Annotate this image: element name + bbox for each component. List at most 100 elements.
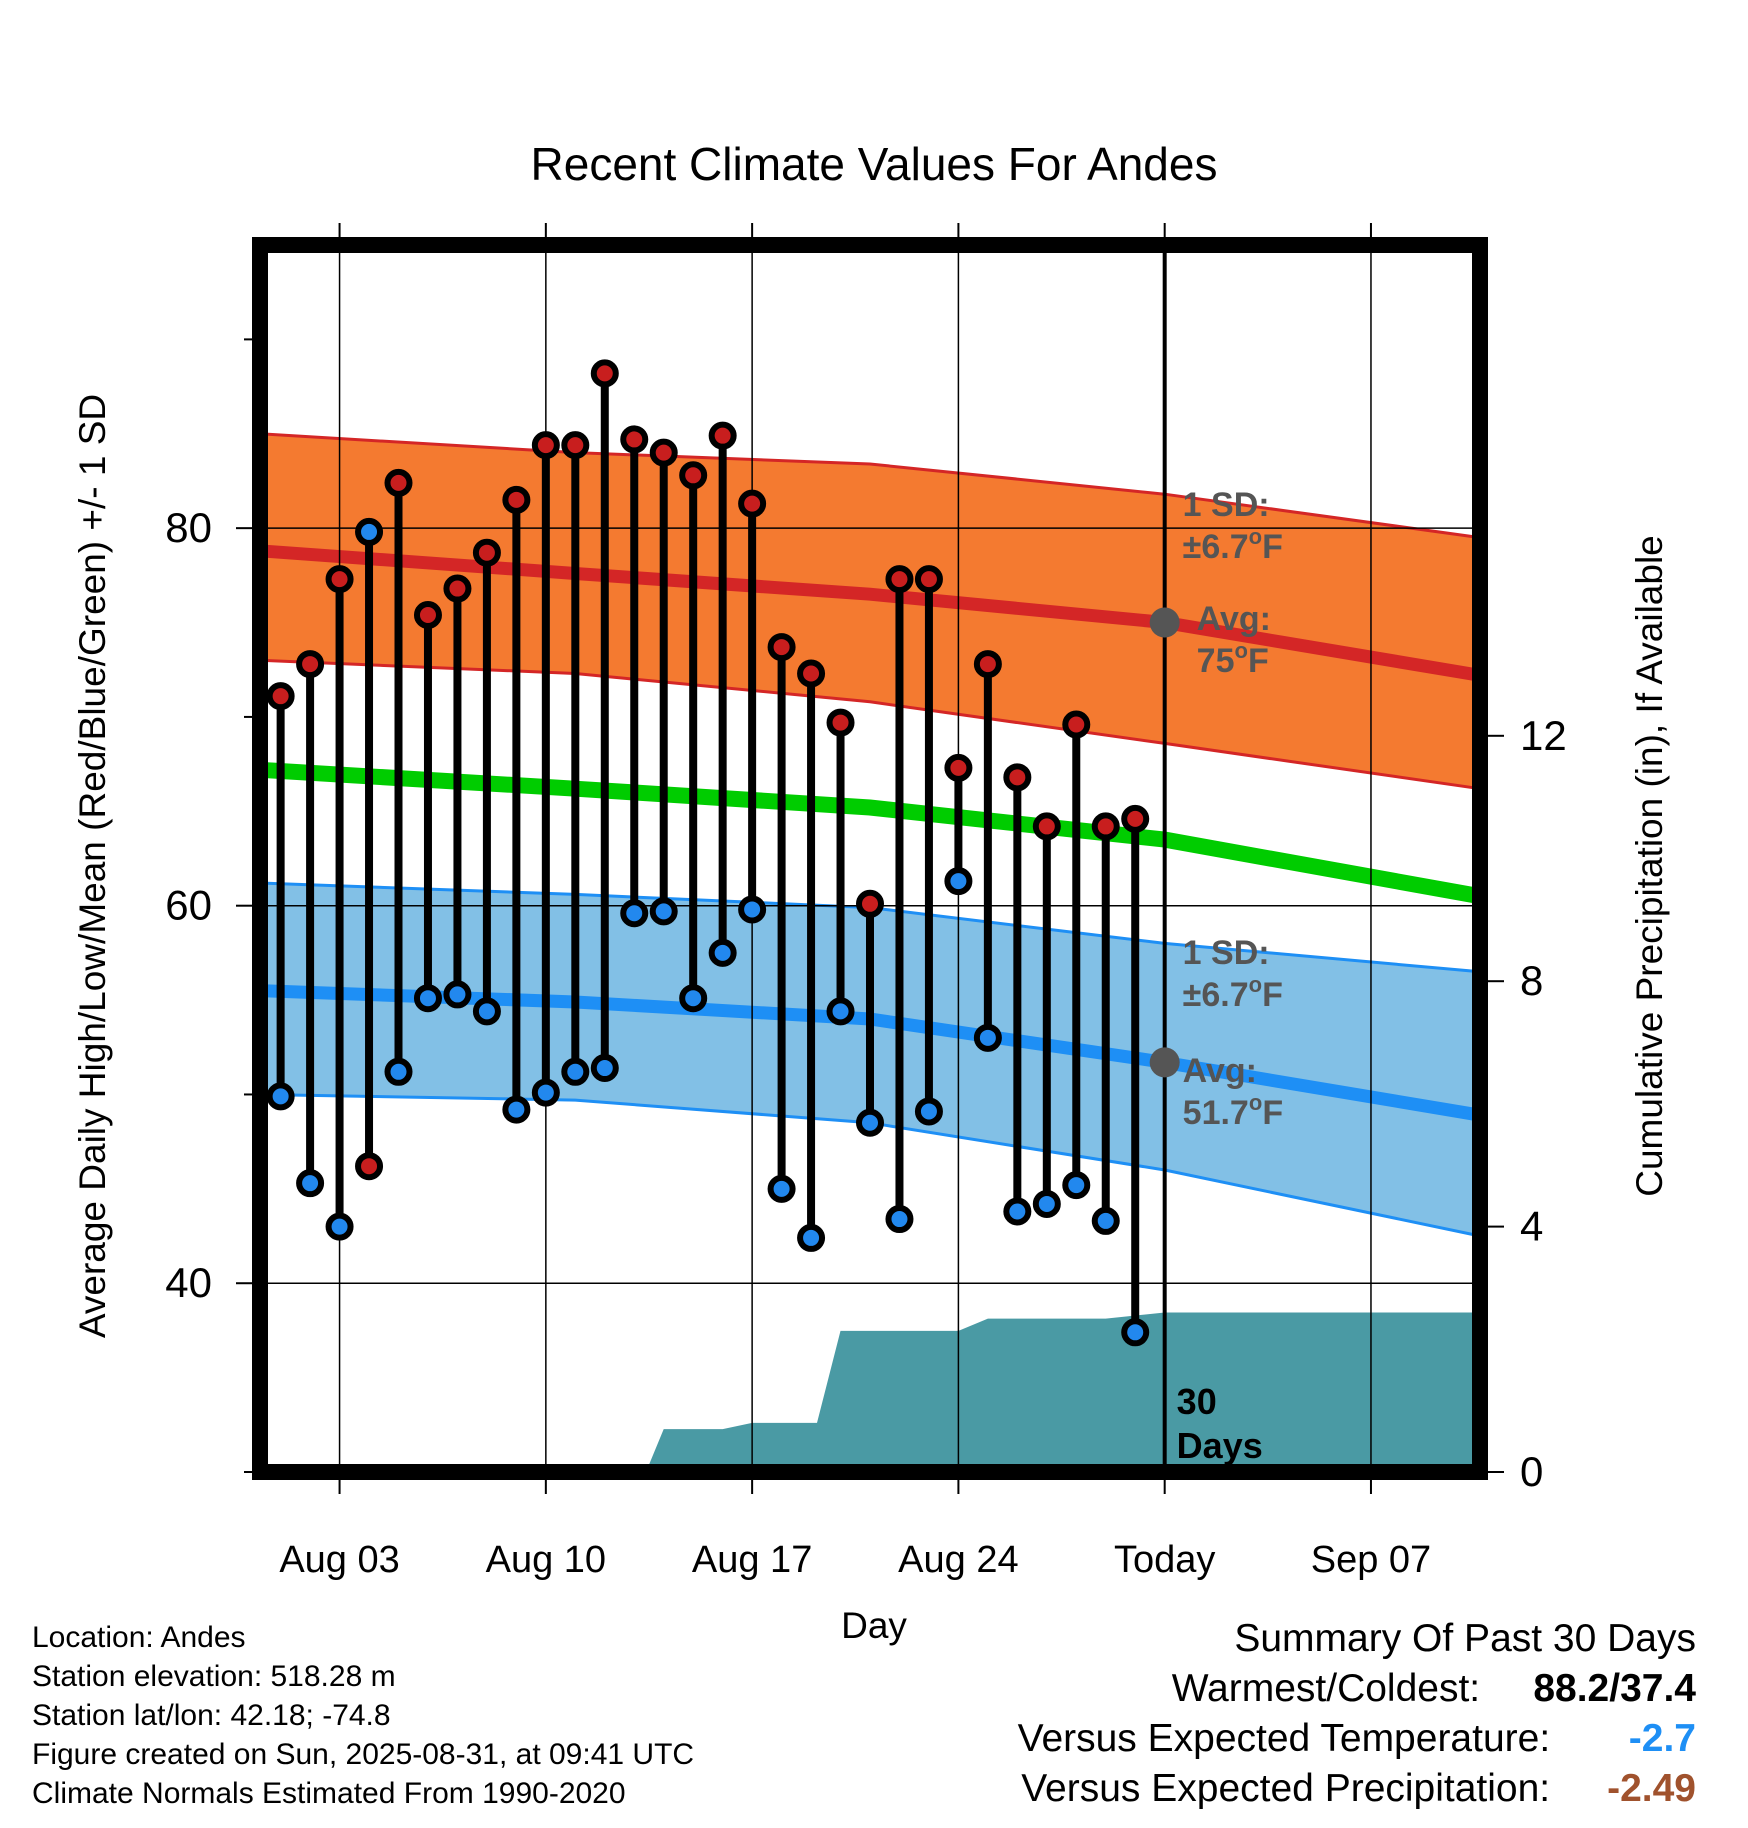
- daily-high-point: [502, 485, 531, 514]
- daily-high-point: [266, 682, 295, 711]
- low-avg-label: Avg:: [1183, 1052, 1257, 1090]
- daily-high-point: [797, 659, 826, 688]
- daily-low-point: [649, 897, 678, 926]
- y2-axis-label: Cumulative Precipitation (in), If Availa…: [1629, 535, 1670, 1197]
- daily-high-point: [1003, 763, 1032, 792]
- x-tick-label: Sep 07: [1311, 1539, 1431, 1581]
- chart-title: Recent Climate Values For Andes: [531, 138, 1218, 190]
- x-axis-label: Day: [841, 1605, 907, 1646]
- daily-high-point: [708, 421, 737, 450]
- temp-anomaly-value: -2.7: [1628, 1717, 1696, 1760]
- daily-low-point: [914, 1097, 943, 1126]
- x-tick-label: Aug 10: [486, 1539, 606, 1581]
- daily-high-point: [590, 359, 619, 388]
- high-avg-value: 75oF: [1197, 638, 1269, 680]
- daily-low-point: [325, 1212, 354, 1241]
- y-axis-label: Average Daily High/Low/Mean (Red/Blue/Gr…: [72, 394, 113, 1338]
- info-elevation: Station elevation: 518.28 m: [32, 1660, 396, 1693]
- daily-low-point: [443, 980, 472, 1009]
- daily-low-point: [472, 997, 501, 1026]
- daily-high-point: [826, 708, 855, 737]
- precipitation-area: [260, 1312, 1480, 1472]
- days-label-number: 30: [1177, 1381, 1217, 1422]
- daily-low-point: [531, 1078, 560, 1107]
- y2-tick-label: 4: [1520, 1203, 1543, 1250]
- daily-high-point: [1032, 812, 1061, 841]
- daily-low-point: [355, 517, 384, 546]
- daily-low-point: [1121, 1318, 1150, 1347]
- daily-high-point: [472, 538, 501, 567]
- low-sd-label: 1 SD:: [1183, 934, 1270, 972]
- station-info: Location: Andes Station elevation: 518.2…: [32, 1618, 694, 1813]
- daily-high-point: [973, 650, 1002, 679]
- y2-tick-label: 8: [1520, 957, 1543, 1004]
- daily-high-point: [914, 565, 943, 594]
- precip-label: Versus Expected Precipitation:: [1021, 1767, 1551, 1810]
- today-low-avg-marker: [1149, 1047, 1180, 1078]
- x-tick-label: Aug 17: [692, 1539, 812, 1581]
- daily-low-point: [826, 997, 855, 1026]
- info-created: Figure created on Sun, 2025-08-31, at 09…: [32, 1738, 695, 1771]
- daily-high-point: [561, 431, 590, 460]
- daily-high-point: [679, 461, 708, 490]
- daily-high-point: [856, 889, 884, 918]
- daily-low-point: [708, 938, 737, 967]
- daily-high-point: [325, 565, 354, 594]
- high-avg-label: Avg:: [1197, 600, 1271, 638]
- daily-high-point: [620, 425, 649, 454]
- daily-low-point: [1062, 1171, 1091, 1200]
- daily-high-point: [443, 574, 472, 603]
- daily-high-point: [649, 438, 678, 467]
- y-tick-label: 40: [165, 1259, 212, 1306]
- plot-frame: [252, 237, 1488, 1480]
- warm-cold-value: 88.2/37.4: [1533, 1667, 1696, 1710]
- normal-high-upper-edge: [259, 432, 1481, 540]
- daily-low-point: [266, 1082, 295, 1111]
- daily-high-point: [1091, 812, 1120, 841]
- daily-high-point: [1121, 804, 1150, 833]
- y-tick-label: 80: [165, 504, 212, 551]
- info-normals: Climate Normals Estimated From 1990-2020: [32, 1777, 626, 1810]
- low-avg-value: 51.7oF: [1183, 1090, 1283, 1132]
- daily-low-point: [620, 899, 649, 928]
- daily-low-point: [1091, 1206, 1120, 1235]
- warm-cold-label: Warmest/Coldest:: [1171, 1667, 1481, 1710]
- daily-low-point: [1003, 1197, 1032, 1226]
- daily-high-point: [738, 489, 767, 518]
- x-tick-label: Aug 24: [898, 1539, 1018, 1581]
- normal-high-lower-edge: [259, 658, 1481, 791]
- y-tick-label: 60: [165, 882, 212, 929]
- summary-panel: Summary Of Past 30 Days Warmest/Coldest:…: [1018, 1614, 1696, 1814]
- y2-tick-label: 0: [1520, 1448, 1543, 1495]
- x-tick-label: Aug 03: [279, 1539, 399, 1581]
- days-label-word: Days: [1177, 1425, 1263, 1466]
- daily-low-point: [1032, 1189, 1061, 1218]
- summary-precip-row: Versus Expected Precipitation: -2.49: [1018, 1764, 1696, 1814]
- daily-low-point: [856, 1108, 884, 1137]
- normal-mean-line: [259, 761, 1482, 905]
- daily-low-point: [885, 1205, 914, 1234]
- daily-low-point: [502, 1095, 531, 1124]
- daily-high-point: [1062, 710, 1091, 739]
- daily-high-point: [355, 1152, 384, 1181]
- daily-low-point: [413, 984, 442, 1013]
- summary-warm-cold-row: Warmest/Coldest: 88.2/37.4: [1018, 1664, 1696, 1714]
- low-sd-value: ±6.7oF: [1183, 972, 1283, 1014]
- daily-high-point: [944, 753, 973, 782]
- daily-high-point: [767, 633, 796, 662]
- daily-low-point: [944, 867, 973, 896]
- normal-high-line: [259, 544, 1482, 682]
- daily-low-point: [384, 1057, 413, 1086]
- daily-low-point: [679, 984, 708, 1013]
- summary-temp-row: Versus Expected Temperature: -2.7: [1018, 1714, 1696, 1764]
- x-tick-label: Today: [1114, 1539, 1215, 1581]
- temp-label: Versus Expected Temperature:: [1017, 1717, 1551, 1760]
- daily-low-point: [590, 1054, 619, 1083]
- high-sd-label: 1 SD:: [1183, 486, 1270, 524]
- daily-low-point: [973, 1023, 1002, 1052]
- high-sd-value: ±6.7oF: [1183, 524, 1283, 566]
- normal-high-band: [260, 433, 1480, 789]
- today-high-avg-marker: [1149, 607, 1180, 638]
- plot-area: Aug 03 Aug 10 Aug 17 Aug 24 Today Sep 0740608…: [165, 223, 1567, 1581]
